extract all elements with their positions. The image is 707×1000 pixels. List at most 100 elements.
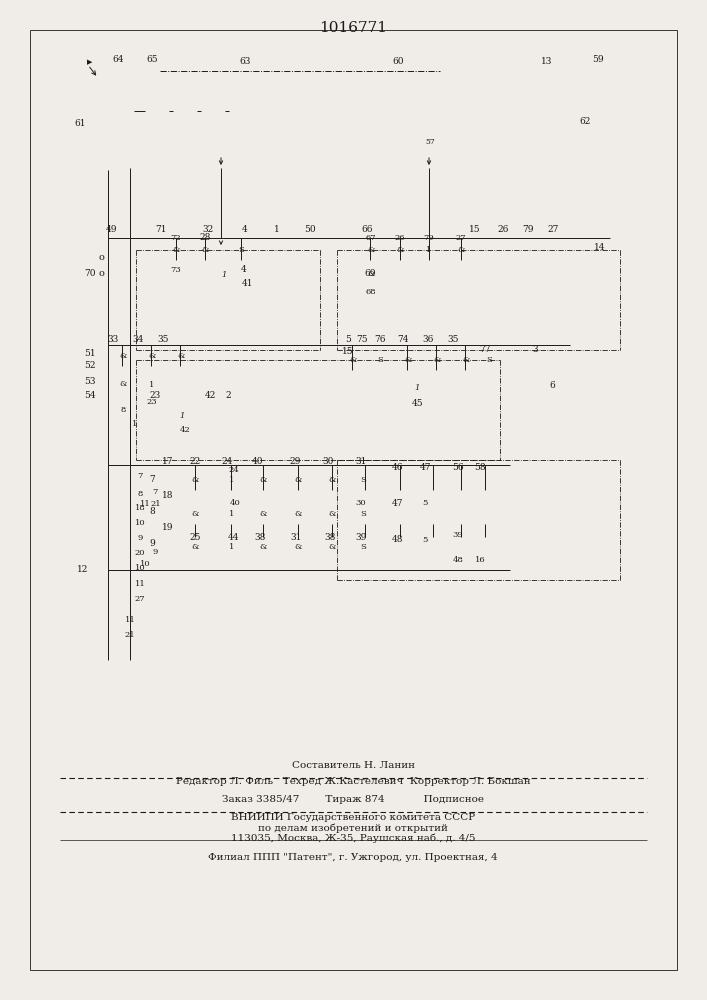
Text: 67: 67 <box>366 234 376 242</box>
Bar <box>388 537 412 557</box>
Text: 71: 71 <box>156 226 167 234</box>
Text: S: S <box>377 356 383 364</box>
Bar <box>110 400 136 420</box>
Text: 11: 11 <box>134 580 146 588</box>
Text: 42: 42 <box>180 426 190 434</box>
Text: 42: 42 <box>204 391 216 400</box>
Text: &: & <box>294 476 302 484</box>
Text: 76: 76 <box>374 336 386 344</box>
Text: &: & <box>119 352 127 360</box>
Text: 75: 75 <box>356 336 368 344</box>
Text: 9: 9 <box>149 540 155 548</box>
Text: 26: 26 <box>395 234 405 242</box>
Bar <box>394 126 404 138</box>
Text: 58: 58 <box>474 464 486 473</box>
Text: 35: 35 <box>157 336 169 344</box>
Bar <box>473 504 495 524</box>
Text: &: & <box>173 246 180 254</box>
Text: 27: 27 <box>456 234 467 242</box>
Text: 41: 41 <box>243 279 254 288</box>
Text: 47: 47 <box>392 498 404 508</box>
Text: 1: 1 <box>132 420 138 428</box>
Text: 31: 31 <box>356 458 367 466</box>
Text: 60: 60 <box>392 57 404 66</box>
Bar <box>383 108 393 120</box>
Text: 21: 21 <box>151 500 161 508</box>
Bar <box>186 134 194 142</box>
Text: 15: 15 <box>469 226 481 234</box>
Text: 59: 59 <box>592 55 604 64</box>
Text: S: S <box>486 356 492 364</box>
Text: 6: 6 <box>549 380 555 389</box>
Bar <box>465 109 473 117</box>
Text: 1: 1 <box>229 476 235 484</box>
Bar <box>420 504 444 524</box>
Text: 3: 3 <box>532 346 538 355</box>
Text: 46: 46 <box>392 464 404 473</box>
Text: &: & <box>192 476 199 484</box>
Text: 1: 1 <box>415 384 420 392</box>
Text: 39: 39 <box>356 534 367 542</box>
Text: 1016771: 1016771 <box>319 21 387 35</box>
Text: &: & <box>367 246 375 254</box>
Text: 1: 1 <box>149 381 155 389</box>
Bar <box>204 109 212 117</box>
Text: 17: 17 <box>162 458 174 466</box>
Text: 2: 2 <box>226 391 230 400</box>
Text: 38: 38 <box>255 534 266 542</box>
Text: 11: 11 <box>124 616 135 624</box>
Bar <box>420 470 444 490</box>
Text: 38: 38 <box>325 534 336 542</box>
Text: 79: 79 <box>423 234 434 242</box>
Text: ▶: ▶ <box>87 58 93 66</box>
Bar <box>508 102 532 120</box>
Bar <box>153 79 159 84</box>
Bar <box>452 102 476 120</box>
Text: &: & <box>119 380 127 388</box>
Bar <box>110 346 136 366</box>
Bar <box>395 350 421 370</box>
Bar <box>186 109 194 117</box>
Text: 20: 20 <box>135 549 145 557</box>
Text: 25: 25 <box>189 534 201 542</box>
Bar <box>319 504 345 524</box>
Text: 56: 56 <box>452 464 464 473</box>
Bar <box>388 470 412 490</box>
Bar <box>210 266 238 284</box>
Bar <box>139 346 165 366</box>
Text: 8: 8 <box>120 406 126 414</box>
Text: 21: 21 <box>124 631 135 639</box>
Text: 24: 24 <box>221 458 233 466</box>
Text: 7: 7 <box>137 472 143 480</box>
Text: 24: 24 <box>228 466 240 474</box>
Text: 69: 69 <box>364 269 375 278</box>
Bar <box>383 126 393 138</box>
Bar <box>424 350 450 370</box>
Text: 48: 48 <box>392 536 404 544</box>
Bar <box>388 504 412 524</box>
Text: 9: 9 <box>137 534 143 542</box>
Text: 64: 64 <box>112 55 124 64</box>
Text: 30: 30 <box>356 499 366 507</box>
Bar <box>480 127 504 145</box>
Bar <box>139 376 165 394</box>
Bar <box>232 109 240 117</box>
Text: &: & <box>328 543 336 551</box>
Bar <box>420 537 444 557</box>
Text: 11: 11 <box>139 500 151 508</box>
Bar <box>168 406 196 426</box>
Text: 10: 10 <box>140 560 151 568</box>
Bar <box>182 504 208 524</box>
Text: Заказ 3385/47        Тираж 874            Подписное: Заказ 3385/47 Тираж 874 Подписное <box>222 796 484 804</box>
Text: 33: 33 <box>107 336 119 344</box>
Text: 44: 44 <box>228 534 240 542</box>
Text: 40: 40 <box>230 499 240 507</box>
Text: 54: 54 <box>84 391 96 400</box>
Text: 1: 1 <box>229 510 235 518</box>
Bar <box>415 73 443 145</box>
Bar <box>173 127 197 145</box>
Text: 10: 10 <box>135 564 146 572</box>
Text: &: & <box>349 356 357 364</box>
Bar <box>429 108 439 120</box>
Text: 49: 49 <box>105 226 117 234</box>
